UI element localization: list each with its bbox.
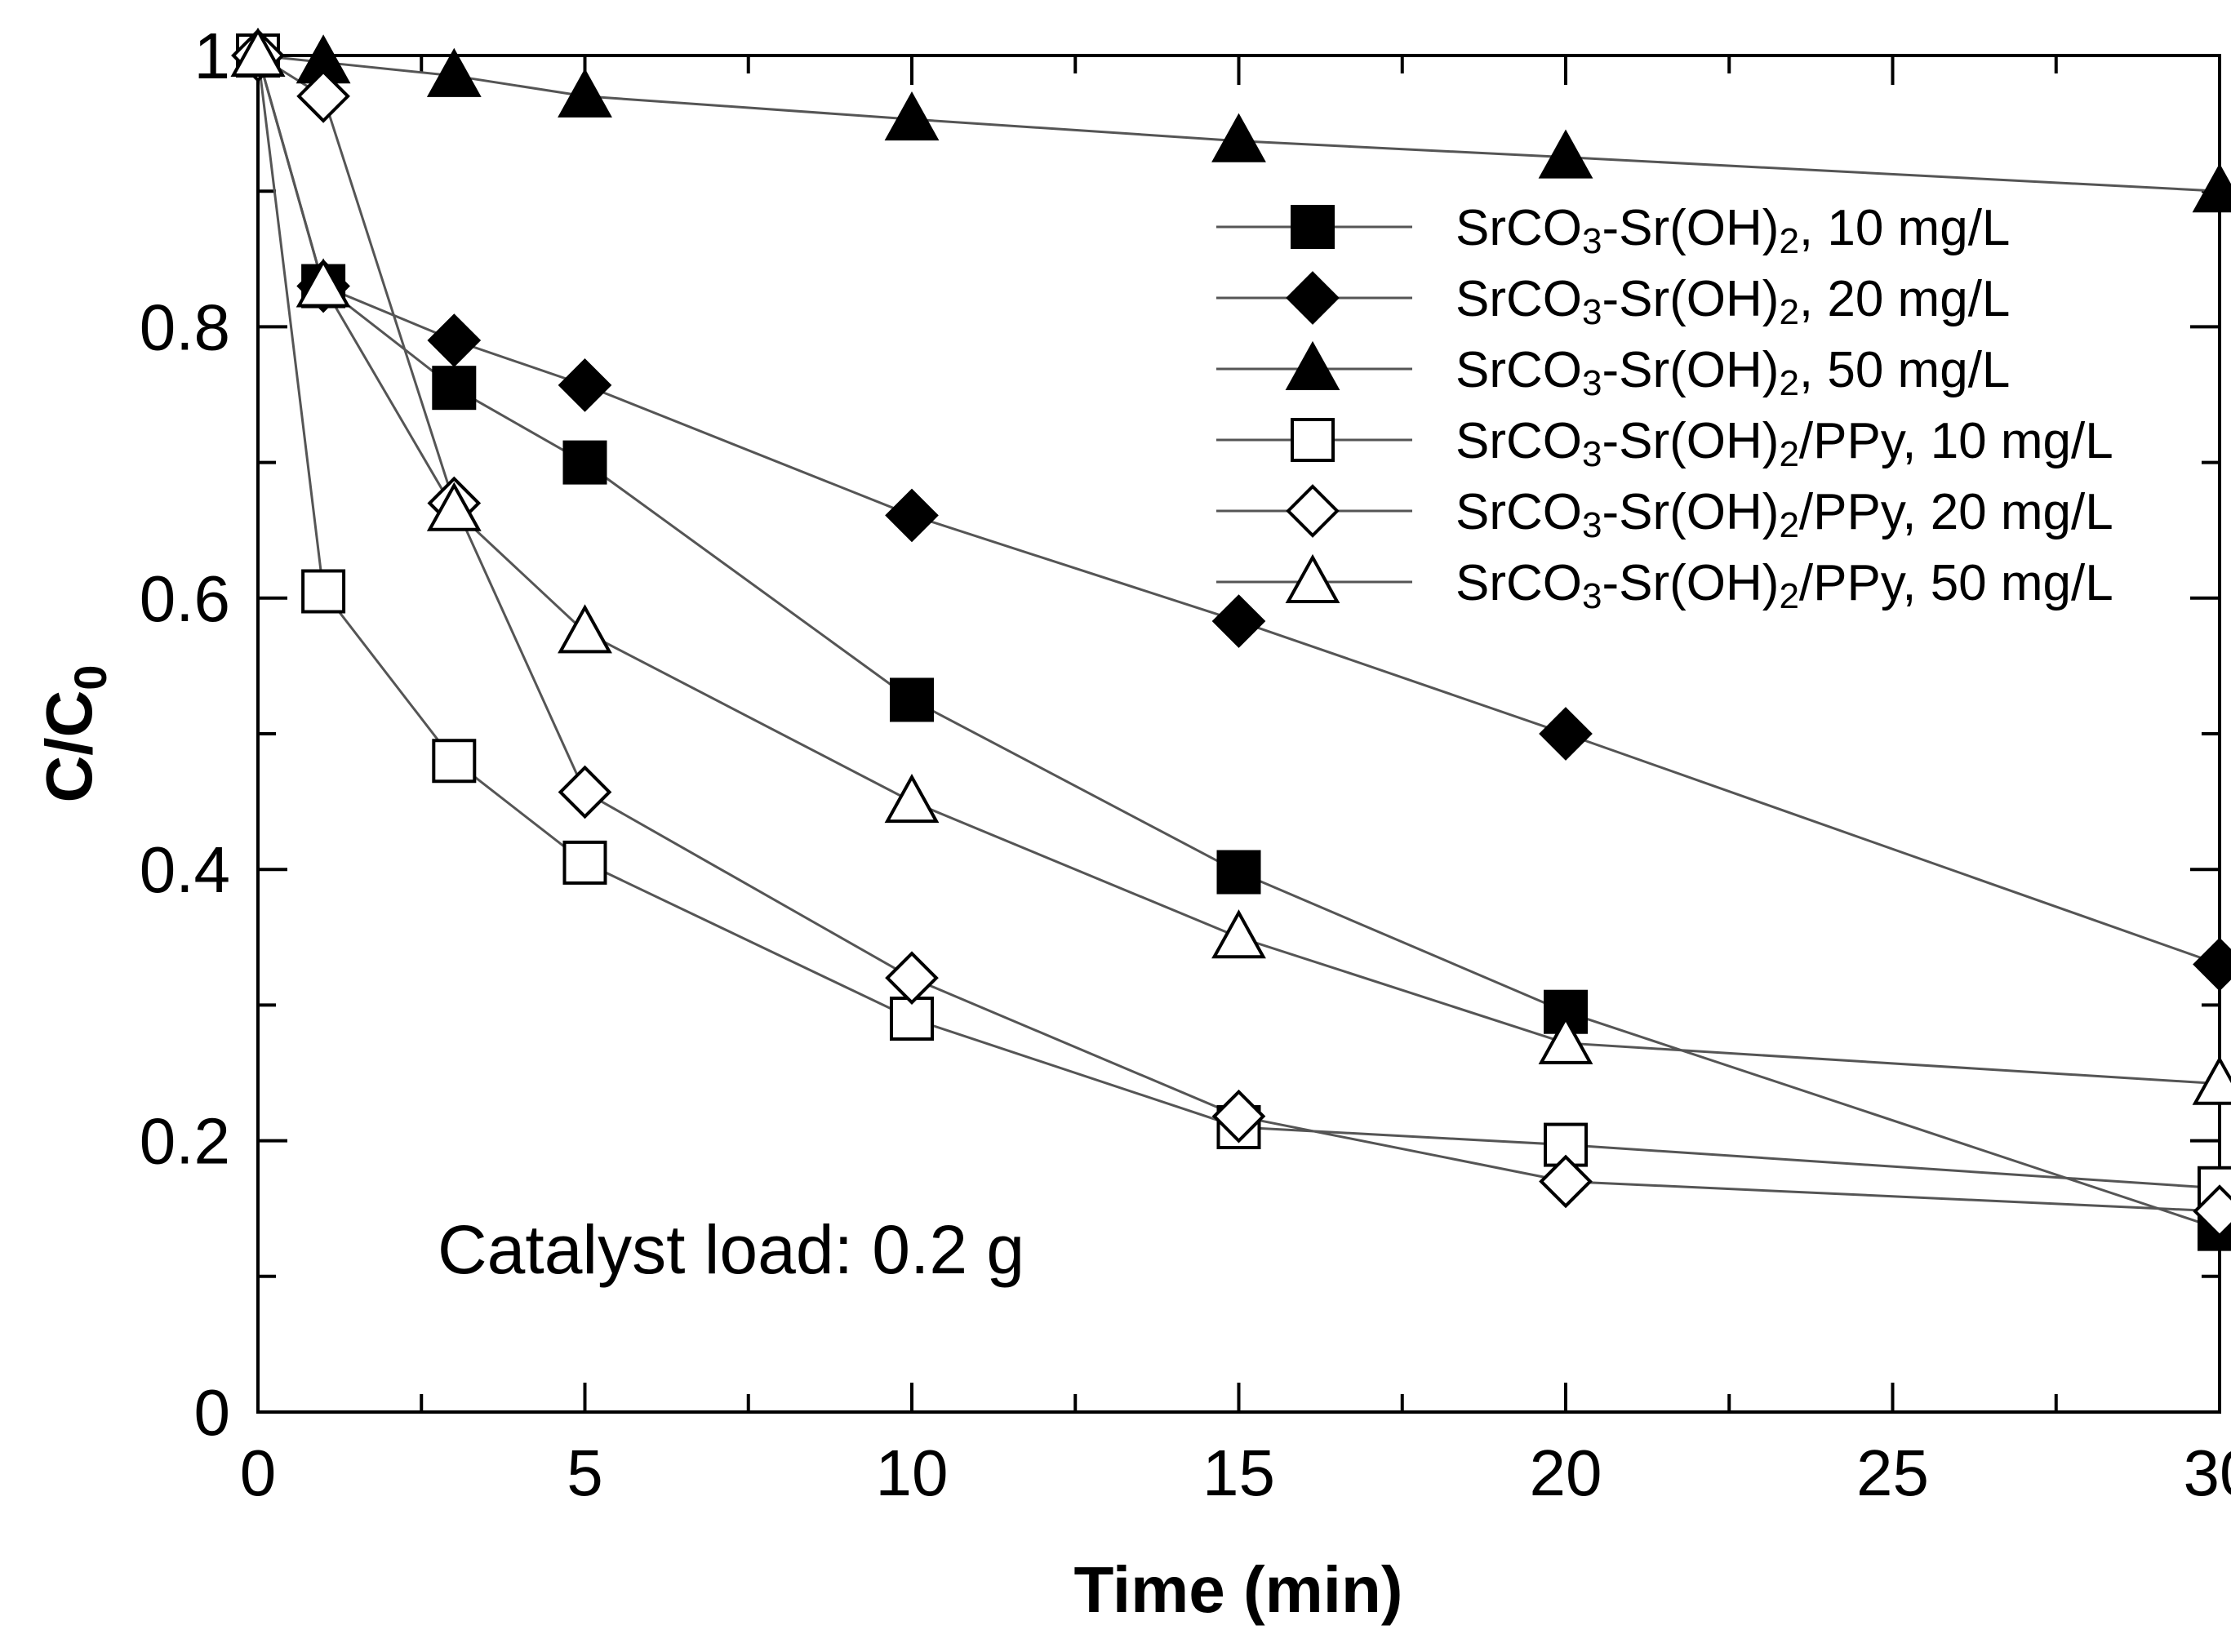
y-axis-title: C/C0 xyxy=(33,665,116,803)
data-point-series-4 xyxy=(890,997,934,1041)
data-point-series-3 xyxy=(426,47,482,97)
y-axis-ticks: 0 0.2 0.4 0.6 0.8 1 xyxy=(140,20,2220,1449)
data-point-series-2 xyxy=(1539,707,1593,761)
legend-marker xyxy=(1291,418,1335,462)
data-point-series-4 xyxy=(562,840,607,885)
catalyst-load-annotation: Catalyst load: 0.2 g xyxy=(438,1211,1024,1288)
data-point-series-5 xyxy=(1211,1089,1266,1144)
y-tick-label: 0.8 xyxy=(140,291,230,363)
x-tick-label: 20 xyxy=(1530,1437,1602,1509)
data-point-series-3 xyxy=(1538,129,1593,179)
data-point-series-5 xyxy=(2193,1184,2231,1238)
legend-label: SrCO3-Sr(OH)2/PPy, 20 mg/L xyxy=(1455,484,2113,545)
data-point-series-2 xyxy=(427,313,482,367)
legend-entry-4: SrCO3-Sr(OH)2/PPy, 10 mg/L xyxy=(1216,413,2113,474)
data-point-series-1 xyxy=(1216,850,1261,895)
y-tick-label: 1 xyxy=(194,20,231,92)
legend-entry-3: SrCO3-Sr(OH)2, 50 mg/L xyxy=(1216,340,2010,403)
series-line-3 xyxy=(257,54,2220,193)
series-line-5 xyxy=(257,54,2220,1213)
legend-marker xyxy=(1286,271,1340,325)
x-axis-title: Time (min) xyxy=(1073,1553,1402,1626)
data-point-series-6 xyxy=(1538,1015,1593,1064)
series-markers xyxy=(230,27,2231,1251)
data-point-series-6 xyxy=(2192,1055,2231,1105)
data-point-series-1 xyxy=(562,440,607,485)
data-point-series-3 xyxy=(1211,113,1266,162)
data-point-series-5 xyxy=(296,69,350,123)
legend-entry-6: SrCO3-Sr(OH)2/PPy, 50 mg/L xyxy=(1216,553,2113,616)
y-tick-label: 0.6 xyxy=(140,562,230,635)
data-point-series-6 xyxy=(1211,909,1266,959)
data-point-series-4 xyxy=(301,569,346,614)
data-point-series-1 xyxy=(432,366,477,411)
x-tick-label: 15 xyxy=(1202,1437,1275,1509)
y-axis-title-sub: 0 xyxy=(64,665,116,691)
legend-label: SrCO3-Sr(OH)2/PPy, 50 mg/L xyxy=(1455,555,2113,616)
data-point-series-5 xyxy=(558,765,612,819)
x-tick-label: 30 xyxy=(2184,1437,2231,1509)
data-point-series-5 xyxy=(885,951,939,1005)
data-point-series-3 xyxy=(2192,163,2231,213)
data-point-series-6 xyxy=(558,604,612,654)
legend: SrCO3-Sr(OH)2, 10 mg/L SrCO3-Sr(OH)2, 20 … xyxy=(1216,200,2113,616)
x-tick-label: 25 xyxy=(1856,1437,1929,1509)
legend-label: SrCO3-Sr(OH)2/PPy, 10 mg/L xyxy=(1455,413,2113,474)
plot-frame xyxy=(256,54,2221,1414)
legend-marker xyxy=(1285,340,1340,390)
series-line-4 xyxy=(256,55,2220,1190)
series-layer xyxy=(230,27,2231,1251)
x-tick-label: 10 xyxy=(876,1437,949,1509)
legend-entry-5: SrCO3-Sr(OH)2/PPy, 20 mg/L xyxy=(1216,484,2113,545)
legend-entry-1: SrCO3-Sr(OH)2, 10 mg/L xyxy=(1216,200,2010,261)
legend-label: SrCO3-Sr(OH)2, 50 mg/L xyxy=(1455,342,2010,403)
data-point-series-6 xyxy=(884,773,940,824)
y-tick-label: 0.2 xyxy=(140,1105,230,1178)
data-point-series-6 xyxy=(426,482,482,531)
legend-marker xyxy=(1286,484,1340,538)
y-axis-title-main: C/C xyxy=(33,691,105,803)
y-tick-label: 0 xyxy=(194,1376,231,1449)
series-line-6 xyxy=(256,55,2220,1086)
data-point-series-2 xyxy=(1211,594,1266,648)
legend-entry-2: SrCO3-Sr(OH)2, 20 mg/L xyxy=(1216,271,2010,332)
data-point-series-5 xyxy=(1539,1154,1593,1209)
data-point-series-3 xyxy=(884,91,940,141)
data-point-series-2 xyxy=(2193,937,2231,992)
y-tick-label: 0.4 xyxy=(140,833,230,906)
data-point-series-3 xyxy=(558,68,612,118)
data-point-series-1 xyxy=(890,677,934,722)
legend-marker xyxy=(1291,205,1335,249)
data-point-series-4 xyxy=(432,739,477,784)
x-tick-label: 0 xyxy=(240,1437,277,1509)
data-point-series-2 xyxy=(558,358,612,412)
data-point-series-6 xyxy=(296,258,351,308)
legend-marker xyxy=(1285,553,1340,603)
legend-label: SrCO3-Sr(OH)2, 10 mg/L xyxy=(1455,200,2010,261)
x-axis-ticks: 0 5 10 15 20 25 30 xyxy=(240,56,2231,1509)
x-tick-label: 5 xyxy=(567,1437,603,1509)
data-point-series-6 xyxy=(230,27,286,77)
legend-label: SrCO3-Sr(OH)2, 20 mg/L xyxy=(1455,271,2010,332)
data-point-series-2 xyxy=(885,488,939,543)
